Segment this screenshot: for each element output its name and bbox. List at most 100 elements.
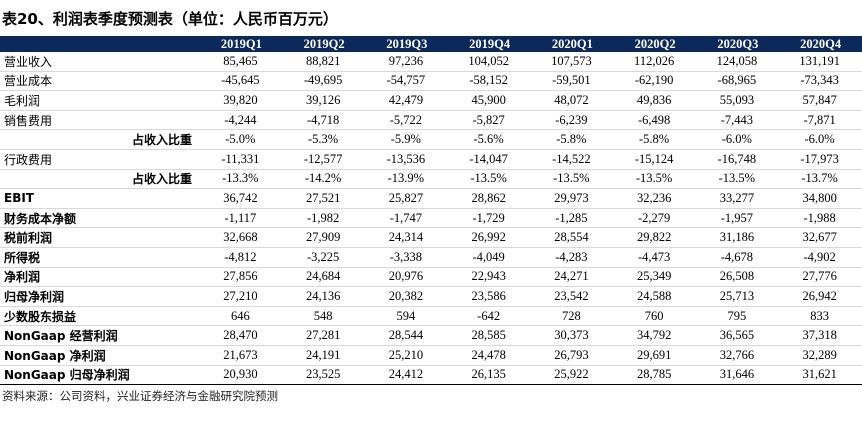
header-cell: [0, 36, 200, 52]
table-cell: 33,277: [696, 188, 780, 209]
table-cell: -5.8%: [613, 129, 697, 150]
table-cell: -13.5%: [531, 169, 614, 190]
table-cell: -6,239: [531, 110, 614, 131]
table-cell: 55,093: [696, 90, 780, 111]
table-row: 占收入比重 -13.3% -14.2% -13.9% -13.5% -13.5% -13.5…: [0, 169, 862, 190]
table-cell: 39,820: [200, 90, 283, 111]
table-cell: -4,473: [613, 247, 697, 268]
table-cell: 36,565: [696, 325, 780, 346]
table-cell: -17,973: [779, 149, 862, 170]
table-cell: 27,521: [282, 188, 366, 209]
table-cell: 24,412: [365, 365, 449, 386]
table-cell: -1,982: [282, 208, 366, 229]
row-label: 行政费用: [0, 149, 200, 170]
header-row: 2019Q1 2019Q2 2019Q3 2019Q4 2020Q1 2020Q2 2020…: [0, 36, 862, 52]
table-cell: 88,821: [282, 52, 366, 72]
table-cell: 28,470: [200, 325, 283, 346]
table-cell: 29,822: [613, 227, 697, 248]
row-label: 少数股东损益: [0, 306, 200, 327]
table-row: 毛利润 39,820 39,126 42,479 45,900 48,072 49,836 5…: [0, 90, 862, 111]
table-cell: -15,124: [613, 149, 697, 170]
table-cell: 34,792: [613, 325, 697, 346]
table-cell: -4,244: [200, 110, 283, 131]
table-cell: 31,621: [779, 365, 862, 386]
table-cell: 85,465: [200, 52, 283, 72]
table-cell: -7,443: [696, 110, 780, 131]
table-cell: -7,871: [779, 110, 862, 131]
table-cell: 21,673: [200, 345, 283, 366]
table-cell: -5.0%: [200, 129, 283, 150]
table-cell: 728: [531, 306, 614, 327]
table-cell: -13.9%: [365, 169, 449, 190]
table-cell: 45,900: [448, 90, 531, 111]
table-cell: 27,909: [282, 227, 366, 248]
table-row: 净利润 27,856 24,684 20,976 22,943 24,271 25,349 2…: [0, 267, 862, 288]
table-cell: -5,827: [448, 110, 531, 131]
table-cell: -5.8%: [531, 129, 614, 150]
table-cell: -642: [448, 306, 531, 327]
table-cell: 20,382: [365, 286, 449, 307]
table-cell: 28,585: [448, 325, 531, 346]
row-label: 毛利润: [0, 90, 200, 111]
table-cell: -4,283: [531, 247, 614, 268]
table-cell: 112,026: [613, 52, 697, 72]
table-cell: -4,678: [696, 247, 780, 268]
table-cell: -1,729: [448, 208, 531, 229]
table-cell: 26,942: [779, 286, 862, 307]
row-label: 归母净利润: [0, 286, 200, 307]
table-cell: 27,281: [282, 325, 366, 346]
table-row: EBIT 36,742 27,521 25,827 28,862 29,973 32,236…: [0, 188, 862, 209]
table-cell: -13.5%: [448, 169, 531, 190]
column-header: 2019Q2: [282, 36, 366, 52]
row-label: 销售费用: [0, 110, 200, 131]
column-header: 2020Q2: [613, 36, 697, 52]
table-row: 税前利润 32,668 27,909 24,314 26,992 28,554 29,822…: [0, 227, 862, 248]
table-cell: -59,501: [531, 71, 614, 92]
row-label: NonGaap 净利润: [0, 345, 200, 366]
column-header: 2019Q4: [448, 36, 531, 52]
table-cell: -14,522: [531, 149, 614, 170]
table-cell: -13.5%: [613, 169, 697, 190]
table-cell: 25,827: [365, 188, 449, 209]
table-row: 财务成本净额 -1,117 -1,982 -1,747 -1,729 -1,285 -2,2…: [0, 208, 862, 229]
table-cell: -54,757: [365, 71, 449, 92]
table-cell: 27,210: [200, 286, 283, 307]
table-cell: 57,847: [779, 90, 862, 111]
table-cell: 760: [613, 306, 697, 327]
table-cell: 25,713: [696, 286, 780, 307]
table-cell: 26,793: [531, 345, 614, 366]
row-label: 税前利润: [0, 227, 200, 248]
table-cell: -11,331: [200, 149, 283, 170]
table-cell: -12,577: [282, 149, 366, 170]
table-cell: 795: [696, 306, 780, 327]
table-cell: 25,349: [613, 267, 697, 288]
table-cell: 23,542: [531, 286, 614, 307]
table-cell: 107,573: [531, 52, 614, 72]
table-cell: 49,836: [613, 90, 697, 111]
table-cell: -14.2%: [282, 169, 366, 190]
table-cell: -13.5%: [696, 169, 780, 190]
table-row: NonGaap 净利润 21,673 24,191 25,210 24,478 26,79…: [0, 345, 862, 366]
table-cell: -4,049: [448, 247, 531, 268]
row-label: 占收入比重: [0, 129, 200, 150]
table-cell: 42,479: [365, 90, 449, 111]
row-label: 所得税: [0, 247, 200, 268]
table-cell: -5,722: [365, 110, 449, 131]
table-cell: 20,976: [365, 267, 449, 288]
table-cell: 32,236: [613, 188, 697, 209]
column-header: 2020Q3: [696, 36, 780, 52]
table-cell: -1,285: [531, 208, 614, 229]
table-cell: 23,525: [282, 365, 366, 386]
table-cell: 28,862: [448, 188, 531, 209]
row-label: 占收入比重: [0, 169, 200, 190]
table-cell: -4,718: [282, 110, 366, 131]
table-cell: 34,800: [779, 188, 862, 209]
table-cell: 23,586: [448, 286, 531, 307]
table-cell: 31,646: [696, 365, 780, 386]
table-cell: 32,766: [696, 345, 780, 366]
table-cell: -13,536: [365, 149, 449, 170]
table-cell: -3,338: [365, 247, 449, 268]
table-cell: 27,856: [200, 267, 283, 288]
table-cell: 548: [282, 306, 366, 327]
table-cell: -14,047: [448, 149, 531, 170]
